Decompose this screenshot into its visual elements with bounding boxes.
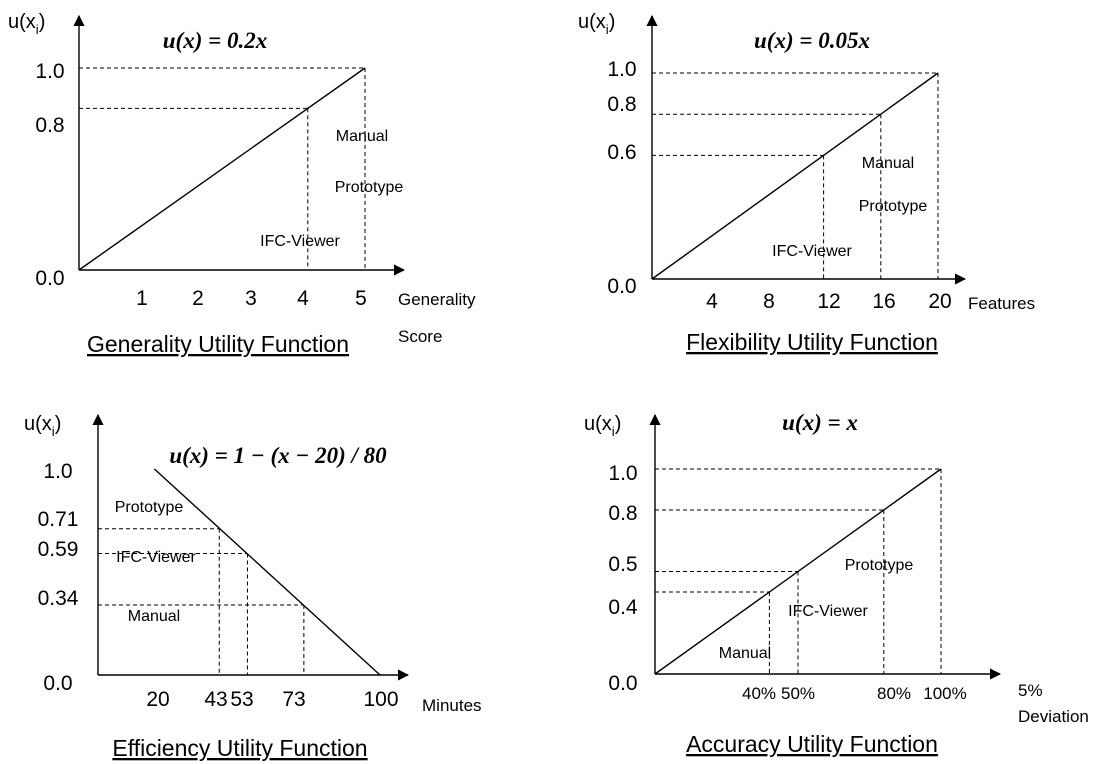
y-axis-label: u(xi) xyxy=(584,413,621,439)
chart-caption: Generality Utility Function xyxy=(87,331,349,357)
x-tick-label: 100 xyxy=(363,688,398,711)
y-tick-label: 0.4 xyxy=(608,596,638,619)
y-axis-label: u(xi) xyxy=(8,11,45,37)
y-tick-label: 0.6 xyxy=(607,141,636,164)
equation-label: u(x) = 0.2x xyxy=(163,28,267,53)
x-tick-label: 4 xyxy=(706,290,718,313)
y-tick-label: 0.8 xyxy=(35,114,64,137)
y-tick-label: 0.71 xyxy=(38,508,79,531)
annotation-manual: Manual xyxy=(336,128,388,145)
utility-line xyxy=(651,72,939,280)
x-tick-label: 12 xyxy=(817,290,840,313)
chart-efficiency: u(xi) u(x) = 1 − (x − 20) / 80 0.0 0.34 0.59… xyxy=(24,413,482,761)
x-tick-label: 20 xyxy=(146,688,169,711)
x-tick-label: 53 xyxy=(230,688,253,711)
y-tick-label: 0.0 xyxy=(43,672,72,695)
chart-caption: Accuracy Utility Function xyxy=(686,731,938,757)
y-tick-label: 0.34 xyxy=(38,587,79,610)
x-tick-label: 20 xyxy=(928,290,951,313)
y-tick-label: 0.0 xyxy=(607,275,636,298)
chart-generality: u(xi) u(x) = 0.2x 0.0 0.8 1.0 1 2 3 4 5 Generality… xyxy=(8,11,476,357)
annotation-ifc-viewer: IFC-Viewer xyxy=(772,243,852,260)
chart-caption: Efficiency Utility Function xyxy=(112,735,367,761)
equation-label: u(x) = 0.05x xyxy=(754,28,870,53)
utility-line xyxy=(654,468,942,675)
y-tick-label: 1.0 xyxy=(608,462,637,485)
annotation-prototype: Prototype xyxy=(845,557,914,574)
y-axis-label: u(xi) xyxy=(24,413,61,439)
chart-accuracy: u(xi) u(x) = x 0.0 0.4 0.5 0.8 1.0 40% 50% 80% 100… xyxy=(584,410,1089,757)
annotation-manual: Manual xyxy=(128,608,180,625)
x-tick-label: 2 xyxy=(192,287,204,310)
x-tick-label: 73 xyxy=(282,688,305,711)
chart-caption: Flexibility Utility Function xyxy=(686,329,938,355)
x-axis-label: 5% xyxy=(1018,681,1043,700)
y-tick-label: 0.8 xyxy=(607,93,636,116)
chart-flexibility: u(xi) u(x) = 0.05x 0.0 0.6 0.8 1.0 4 8 12 16 20 Fea… xyxy=(578,11,1035,355)
equation-label: u(x) = 1 − (x − 20) / 80 xyxy=(169,443,387,468)
y-tick-label: 0.0 xyxy=(35,267,64,290)
x-tick-label: 3 xyxy=(245,287,257,310)
annotation-ifc-viewer: IFC-Viewer xyxy=(788,603,868,620)
x-tick-label: 16 xyxy=(872,290,895,313)
x-tick-label: 8 xyxy=(763,290,775,313)
y-tick-label: 0.0 xyxy=(608,672,637,695)
y-tick-label: 0.8 xyxy=(608,502,637,525)
utility-line xyxy=(153,468,381,676)
annotation-manual: Manual xyxy=(862,155,914,172)
x-tick-label: 4 xyxy=(297,287,309,310)
annotation-prototype: Prototype xyxy=(335,179,404,196)
annotation-prototype: Prototype xyxy=(859,198,928,215)
x-tick-label: 1 xyxy=(136,287,148,310)
x-axis-label: Generality xyxy=(398,290,476,309)
annotation-ifc-viewer: IFC-Viewer xyxy=(260,233,340,250)
x-tick-label: 100% xyxy=(923,684,966,703)
annotation-prototype: Prototype xyxy=(115,499,184,516)
equation-label: u(x) = x xyxy=(782,410,858,435)
x-tick-label: 40% xyxy=(742,684,776,703)
annotation-ifc-viewer: IFC-Viewer xyxy=(116,549,196,566)
y-tick-label: 1.0 xyxy=(607,58,636,81)
x-tick-label: 5 xyxy=(355,287,367,310)
x-axis-label-line2: Score xyxy=(398,327,442,346)
y-axis-label: u(xi) xyxy=(578,11,615,37)
x-axis-label: Features xyxy=(968,294,1035,313)
x-axis-label: Minutes xyxy=(422,696,482,715)
y-tick-label: 0.5 xyxy=(608,553,637,576)
x-tick-label: 80% xyxy=(877,684,911,703)
utility-line xyxy=(78,67,366,271)
x-axis-label-line2: Deviation xyxy=(1018,707,1089,726)
x-tick-label: 50% xyxy=(781,684,815,703)
annotation-manual: Manual xyxy=(719,645,771,662)
y-tick-label: 1.0 xyxy=(43,460,72,483)
y-tick-label: 1.0 xyxy=(35,60,64,83)
x-tick-label: 43 xyxy=(204,688,227,711)
y-tick-label: 0.59 xyxy=(38,538,79,561)
